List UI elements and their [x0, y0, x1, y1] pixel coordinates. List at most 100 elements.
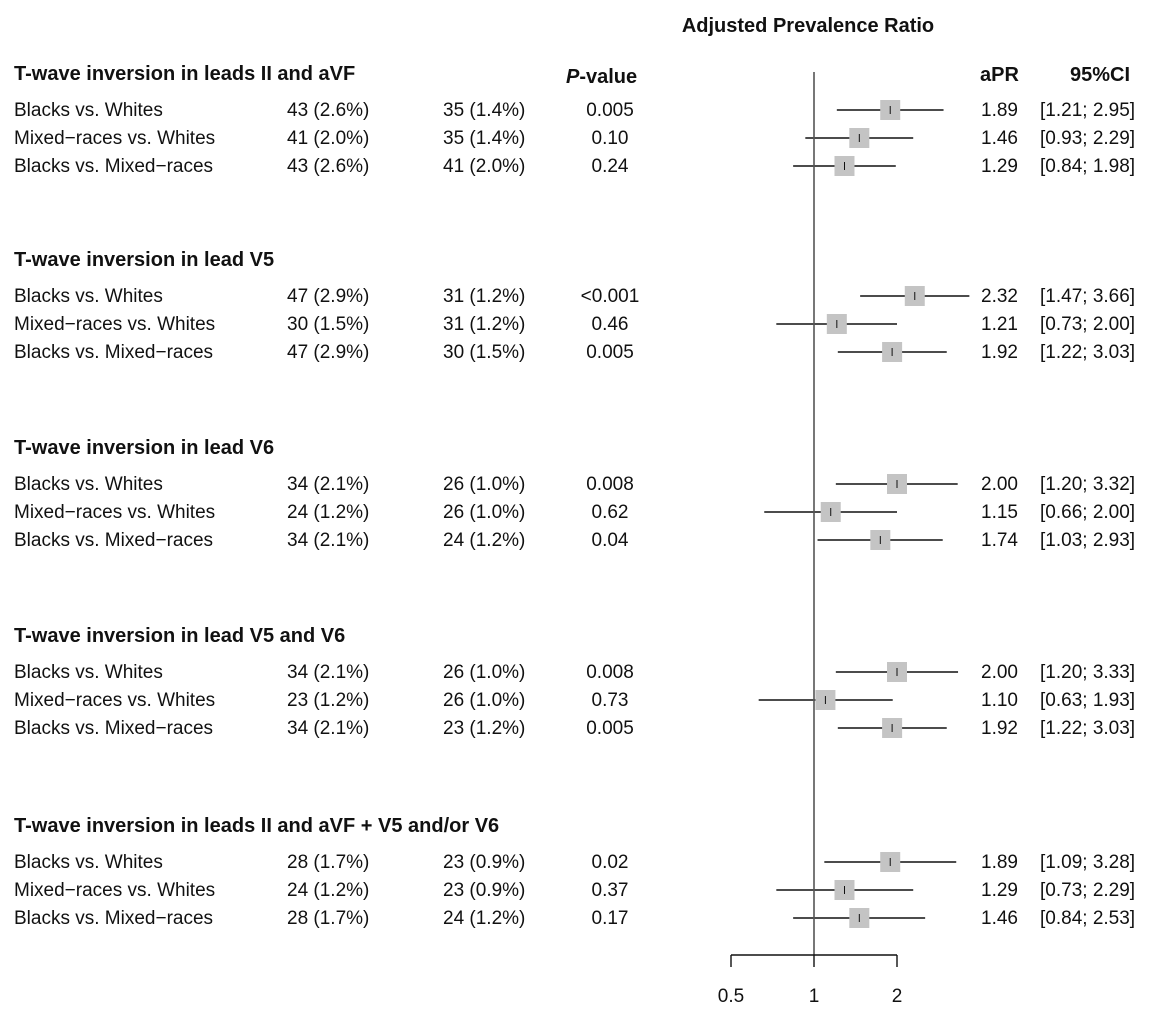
row-label: Blacks vs. Whites: [14, 474, 163, 495]
row-pvalue: 0.005: [586, 100, 634, 121]
row-apr: 1.89: [981, 852, 1018, 873]
row-pvalue: 0.46: [592, 314, 629, 335]
row-pvalue: 0.73: [592, 690, 629, 711]
row-count-group1: 24 (1.2%): [287, 880, 369, 901]
row-ci: [1.21; 2.95]: [1040, 100, 1135, 121]
group-title: T-wave inversion in lead V5: [14, 249, 274, 271]
row-count-group1: 28 (1.7%): [287, 908, 369, 929]
row-ci: [1.09; 3.28]: [1040, 852, 1135, 873]
row-label: Blacks vs. Mixed−races: [14, 156, 213, 177]
row-label: Blacks vs. Mixed−races: [14, 530, 213, 551]
row-pvalue: 0.008: [586, 662, 634, 683]
row-apr: 1.74: [981, 530, 1018, 551]
row-apr: 1.46: [981, 908, 1018, 929]
group-title: T-wave inversion in lead V6: [14, 437, 274, 459]
row-ci: [0.73; 2.29]: [1040, 880, 1135, 901]
row-ci: [1.22; 3.03]: [1040, 342, 1135, 363]
row-ci: [0.93; 2.29]: [1040, 128, 1135, 149]
chart-title: Adjusted Prevalence Ratio: [682, 15, 934, 37]
row-pvalue: 0.005: [586, 342, 634, 363]
row-count-group1: 43 (2.6%): [287, 100, 369, 121]
row-count-group2: 23 (1.2%): [443, 718, 525, 739]
row-ci: [0.84; 1.98]: [1040, 156, 1135, 177]
row-apr: 1.29: [981, 156, 1018, 177]
row-ci: [1.47; 3.66]: [1040, 286, 1135, 307]
row-apr: 1.89: [981, 100, 1018, 121]
row-pvalue: 0.37: [592, 880, 629, 901]
group-title: T-wave inversion in leads II and aVF: [14, 63, 355, 85]
row-apr: 2.00: [981, 474, 1018, 495]
row-label: Blacks vs. Whites: [14, 852, 163, 873]
row-apr: 1.29: [981, 880, 1018, 901]
row-count-group1: 23 (1.2%): [287, 690, 369, 711]
x-axis: 0.5 1 2: [718, 72, 903, 1007]
row-ci: [0.63; 1.93]: [1040, 690, 1135, 711]
row-count-group1: 30 (1.5%): [287, 314, 369, 335]
row-count-group1: 43 (2.6%): [287, 156, 369, 177]
row-label: Blacks vs. Mixed−races: [14, 342, 213, 363]
row-count-group1: 34 (2.1%): [287, 530, 369, 551]
row-count-group2: 31 (1.2%): [443, 314, 525, 335]
row-pvalue: 0.005: [586, 718, 634, 739]
group-title: T-wave inversion in leads II and aVF + V…: [14, 815, 499, 837]
row-count-group2: 23 (0.9%): [443, 852, 525, 873]
row-apr: 1.10: [981, 690, 1018, 711]
row-label: Blacks vs. Mixed−races: [14, 718, 213, 739]
x-tick-label: 1: [809, 986, 820, 1007]
row-count-group2: 35 (1.4%): [443, 128, 525, 149]
row-ci: [0.66; 2.00]: [1040, 502, 1135, 523]
row-count-group1: 47 (2.9%): [287, 286, 369, 307]
row-apr: 1.21: [981, 314, 1018, 335]
x-tick-label: 0.5: [718, 986, 744, 1007]
row-pvalue: 0.17: [592, 908, 629, 929]
row-apr: 1.46: [981, 128, 1018, 149]
row-ci: [1.03; 2.93]: [1040, 530, 1135, 551]
row-count-group2: 24 (1.2%): [443, 908, 525, 929]
row-count-group2: 24 (1.2%): [443, 530, 525, 551]
row-count-group2: 23 (0.9%): [443, 880, 525, 901]
apr-header: aPR: [980, 64, 1019, 86]
row-label: Mixed−races vs. Whites: [14, 690, 215, 711]
row-pvalue: 0.10: [592, 128, 629, 149]
row-label: Blacks vs. Whites: [14, 286, 163, 307]
row-label: Mixed−races vs. Whites: [14, 128, 215, 149]
row-ci: [1.22; 3.03]: [1040, 718, 1135, 739]
row-ci: [0.73; 2.00]: [1040, 314, 1135, 335]
row-count-group1: 24 (1.2%): [287, 502, 369, 523]
row-ci: [0.84; 2.53]: [1040, 908, 1135, 929]
row-apr: 1.92: [981, 718, 1018, 739]
row-pvalue: 0.24: [592, 156, 629, 177]
row-pvalue: <0.001: [581, 286, 640, 307]
row-label: Mixed−races vs. Whites: [14, 502, 215, 523]
row-ci: [1.20; 3.32]: [1040, 474, 1135, 495]
row-count-group2: 41 (2.0%): [443, 156, 525, 177]
row-label: Mixed−races vs. Whites: [14, 314, 215, 335]
row-apr: 2.00: [981, 662, 1018, 683]
pvalue-header: P-value: [566, 66, 637, 88]
pvalue-header-suffix: -value: [579, 66, 637, 88]
row-pvalue: 0.008: [586, 474, 634, 495]
pvalue-header-prefix: P: [566, 66, 580, 88]
row-count-group2: 26 (1.0%): [443, 662, 525, 683]
row-count-group2: 26 (1.0%): [443, 690, 525, 711]
group-title: T-wave inversion in lead V5 and V6: [14, 625, 345, 647]
row-label: Mixed−races vs. Whites: [14, 880, 215, 901]
row-label: Blacks vs. Mixed−races: [14, 908, 213, 929]
row-count-group2: 35 (1.4%): [443, 100, 525, 121]
row-count-group1: 34 (2.1%): [287, 718, 369, 739]
row-apr: 1.15: [981, 502, 1018, 523]
row-pvalue: 0.02: [592, 852, 629, 873]
row-count-group1: 47 (2.9%): [287, 342, 369, 363]
row-label: Blacks vs. Whites: [14, 662, 163, 683]
row-pvalue: 0.62: [592, 502, 629, 523]
row-apr: 2.32: [981, 286, 1018, 307]
row-pvalue: 0.04: [592, 530, 629, 551]
row-ci: [1.20; 3.33]: [1040, 662, 1135, 683]
forest-rows: T-wave inversion in leads II and aVF Blac…: [14, 63, 1135, 929]
row-count-group2: 26 (1.0%): [443, 502, 525, 523]
row-apr: 1.92: [981, 342, 1018, 363]
row-count-group2: 26 (1.0%): [443, 474, 525, 495]
ci-header: 95%CI: [1070, 64, 1130, 86]
x-tick-label: 2: [892, 986, 903, 1007]
